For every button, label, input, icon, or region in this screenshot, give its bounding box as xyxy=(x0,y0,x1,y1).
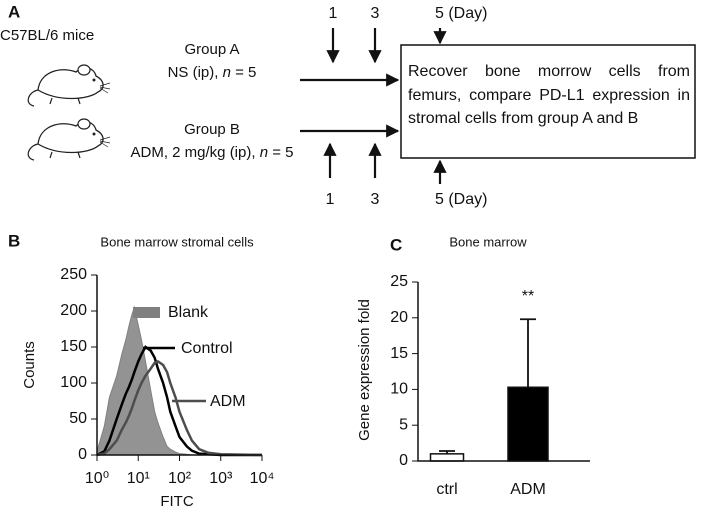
panel-label: A xyxy=(8,2,20,21)
arrows xyxy=(300,28,447,184)
panel-label: B xyxy=(8,231,20,250)
x-axis-title: FITC xyxy=(160,493,193,510)
y-tick-label: 20 xyxy=(390,309,408,326)
n-symbol: n xyxy=(260,144,268,161)
y-tick-label: 0 xyxy=(78,446,87,463)
day-label: 1 xyxy=(326,191,335,208)
x-tick-label: ADM xyxy=(510,481,546,498)
mouse-icon xyxy=(27,64,111,107)
day-label: 1 xyxy=(329,5,338,22)
x-tick-label: 10⁰ xyxy=(85,470,109,487)
treatment: NS (ip), xyxy=(168,64,223,81)
chart-title: Bone marrow stromal cells xyxy=(100,234,254,249)
legend-label: ADM xyxy=(210,393,246,410)
mouse-icon xyxy=(27,118,111,161)
x-tick-label: 10⁴ xyxy=(250,470,275,487)
legend-label: Blank xyxy=(168,304,209,321)
y-tick-label: 250 xyxy=(60,266,87,283)
x-tick-label: 10³ xyxy=(209,470,233,487)
axes xyxy=(417,282,590,462)
error-bar xyxy=(520,318,536,388)
n-value: = 5 xyxy=(231,64,256,81)
histogram-line xyxy=(96,345,262,457)
n-value: = 5 xyxy=(268,144,293,161)
y-axis-title: Counts xyxy=(21,341,38,389)
group-name: Group A xyxy=(184,41,239,58)
day-label: 5 (Day) xyxy=(435,5,487,22)
axes xyxy=(96,275,262,456)
y-tick-label: 200 xyxy=(60,302,87,319)
outcome-text: Recover bone morrow cells from femurs, c… xyxy=(408,63,690,127)
day-label: 3 xyxy=(371,191,380,208)
y-tick-label: 0 xyxy=(399,452,408,469)
bar xyxy=(429,453,465,462)
chart-title: Bone marrow xyxy=(449,234,527,249)
group-name: Group B xyxy=(184,121,240,138)
y-tick-label: 150 xyxy=(60,338,87,355)
y-tick-label: 25 xyxy=(390,273,408,290)
day-label: 5 (Day) xyxy=(435,191,487,208)
y-tick-label: 10 xyxy=(390,381,408,398)
y-tick-label: 15 xyxy=(390,345,408,362)
histogram-line xyxy=(96,359,263,457)
y-tick-label: 5 xyxy=(399,416,408,433)
mice-label: C57BL/6 mice xyxy=(0,27,94,44)
x-tick-label: 10¹ xyxy=(127,470,150,487)
outcome-box xyxy=(400,44,696,159)
group-treatment: ADM, 2 mg/kg (ip), n = 5 xyxy=(131,144,294,161)
y-axis-title: Gene expression fold xyxy=(356,299,373,441)
y-tick-label: 100 xyxy=(60,374,87,391)
bar xyxy=(507,386,549,462)
legend-swatch xyxy=(133,307,160,318)
legend-label: Control xyxy=(181,340,233,357)
n-symbol: n xyxy=(223,64,231,81)
x-tick-label: ctrl xyxy=(436,481,457,498)
y-tick-label: 50 xyxy=(69,410,87,427)
treatment: ADM, 2 mg/kg (ip), xyxy=(131,144,260,161)
histogram-area xyxy=(96,305,262,456)
panel-label: C xyxy=(390,235,402,254)
x-tick-label: 10² xyxy=(168,470,192,487)
day-label: 3 xyxy=(371,5,380,22)
group-treatment: NS (ip), n = 5 xyxy=(168,64,257,81)
error-bar xyxy=(439,450,455,454)
significance: ** xyxy=(522,288,534,305)
